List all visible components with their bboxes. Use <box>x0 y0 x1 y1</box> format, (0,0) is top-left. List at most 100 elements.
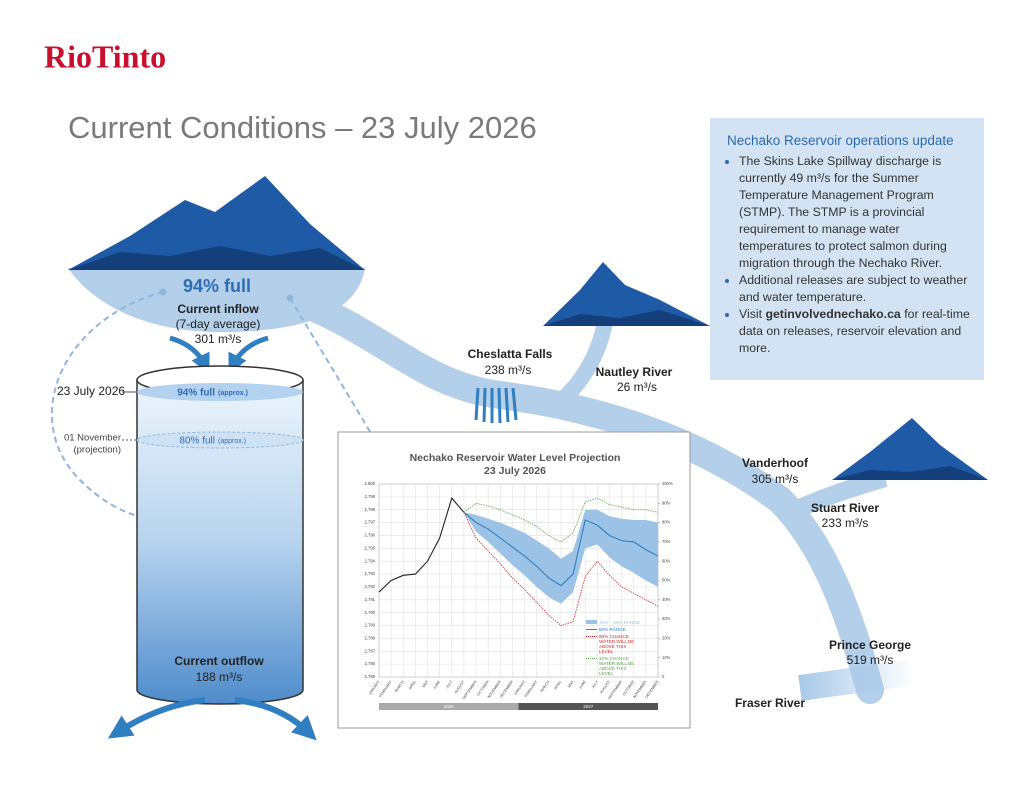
link[interactable]: getinvolvednechako.ca <box>765 307 901 321</box>
fill-label: 94% full <box>183 276 251 296</box>
outflow-value: 188 m³/s <box>196 670 243 684</box>
mountain-shadow <box>543 310 710 326</box>
y2-tick-label: 80% <box>662 520 671 525</box>
mountain-shadow <box>68 246 365 270</box>
y2-tick-label: 60% <box>662 558 671 563</box>
y-tick-label: 2,795 <box>365 545 376 550</box>
chart-subtitle: 23 July 2026 <box>484 465 546 477</box>
y2-tick-label: 70% <box>662 539 671 544</box>
y-tick-label: 2,794 <box>365 558 376 563</box>
nautley-river <box>554 320 613 409</box>
y-tick-label: 2,793 <box>365 571 376 576</box>
x-tick-label: JULY <box>591 679 600 689</box>
projection-note: (projection) <box>73 445 121 456</box>
legend-label: 10% CHANCE WATER WILL BE ABOVE THIS LEVE… <box>599 656 635 676</box>
year-label: 2027 <box>583 704 594 709</box>
legend-item: 50% RANGE <box>586 627 656 632</box>
y2-tick-label: 20% <box>662 636 671 641</box>
legend-item: 10% CHANCE WATER WILL BE ABOVE THIS LEVE… <box>586 656 656 676</box>
legend-label: 90% CHANCE WATER WILL BE ABOVE THIS LEVE… <box>599 634 635 654</box>
current-level-note: (approx.) <box>218 390 248 397</box>
reservoir-cylinder <box>136 379 304 705</box>
river-flow: 519 m³/s <box>847 653 894 667</box>
lake <box>68 268 365 333</box>
y-tick-label: 2,789 <box>365 623 376 628</box>
update-list: The Skins Lake Spillway discharge is cur… <box>727 153 970 357</box>
y-tick-label: 2,798 <box>365 507 376 512</box>
inflow-arrow <box>228 335 269 374</box>
bullet: Visit getinvolvednechako.ca for real-tim… <box>739 306 970 357</box>
update-box: Nechako Reservoir operations update The … <box>710 118 984 380</box>
y-tick-label: 2,790 <box>365 610 376 615</box>
connector-dot <box>159 288 167 296</box>
bullet: Additional releases are subject to weath… <box>739 272 970 306</box>
series-line <box>463 497 659 543</box>
river-name: Stuart River <box>811 501 879 515</box>
river-name: Vanderhoof <box>742 456 809 470</box>
legend-item: 90% CHANCE WATER WILL BE ABOVE THIS LEVE… <box>586 634 656 654</box>
y2-tick-label: 10% <box>662 655 671 660</box>
x-tick-label: JUNE <box>578 679 587 689</box>
x-tick-label: JUNE <box>433 679 442 689</box>
river-flow: 26 m³/s <box>617 380 657 394</box>
legend-swatch <box>586 620 597 624</box>
inflow-value: 301 m³/s <box>195 332 242 346</box>
fraser-river <box>798 659 917 701</box>
mountain <box>832 418 988 480</box>
bullet-text: Visit <box>739 307 763 321</box>
y-tick-label: 2,786 <box>365 661 376 666</box>
y-tick-label: 2,787 <box>365 648 376 653</box>
river-name: Cheslatta Falls <box>468 347 553 361</box>
logo: RioTinto <box>44 38 166 74</box>
inflow-title: Current inflow <box>177 302 259 316</box>
current-level <box>137 383 303 401</box>
y2-tick-label: 30% <box>662 616 671 621</box>
y2-tick-label: 0 <box>662 674 665 679</box>
waterfall <box>474 387 518 424</box>
y-tick-label: 2,797 <box>365 520 376 525</box>
projection-level <box>136 431 304 449</box>
river-name: Prince George <box>829 638 911 652</box>
river-flow: 305 m³/s <box>752 472 799 486</box>
inflow-arrow <box>169 335 210 374</box>
legend-swatch <box>586 658 597 659</box>
page-title: Current Conditions – 23 July 2026 <box>68 110 537 145</box>
x-tick-label: APRIL <box>408 680 417 691</box>
legend-swatch <box>586 636 597 637</box>
connector <box>289 297 376 441</box>
y2-tick-label: 50% <box>662 578 671 583</box>
range-band <box>463 509 658 604</box>
outflow-arrow <box>107 697 206 739</box>
connector-dot <box>286 294 294 302</box>
y2-tick-label: 90% <box>662 500 671 505</box>
mountain <box>543 262 710 326</box>
y-tick-label: 2,785 <box>365 674 376 679</box>
mountain <box>68 176 365 270</box>
river-flow: 233 m³/s <box>822 516 869 530</box>
legend-label: 10% – 90% RANGE <box>599 620 641 625</box>
legend: 10% – 90% RANGE 50% RANGE 90% CHANCE WATER… <box>586 620 656 678</box>
bullet: The Skins Lake Spillway discharge is cur… <box>739 153 970 272</box>
mountain-shadow <box>832 466 988 480</box>
chart-frame <box>337 431 691 729</box>
river-flow: 238 m³/s <box>485 363 532 377</box>
legend-label: 50% RANGE <box>599 627 626 632</box>
series-line <box>463 512 659 626</box>
date-marker: 23 July 2026 <box>57 384 125 398</box>
bullet-text: for real-time data on releases, reservoi… <box>739 307 970 355</box>
outflow-title: Current outflow <box>174 654 264 668</box>
y-tick-label: 2,800 <box>365 481 376 486</box>
x-tick-label: MAY <box>422 679 430 688</box>
connector <box>50 291 166 521</box>
year-label: 2026 <box>444 704 455 709</box>
year-bar <box>379 703 519 710</box>
current-level-label: 94% full <box>177 388 215 399</box>
outflow-arrow <box>234 697 317 741</box>
x-tick-label: MARCH <box>394 680 405 693</box>
y2-tick-label: 100% <box>662 481 673 486</box>
y-tick-label: 2,792 <box>365 584 376 589</box>
y-tick-label: 2,791 <box>365 597 376 602</box>
